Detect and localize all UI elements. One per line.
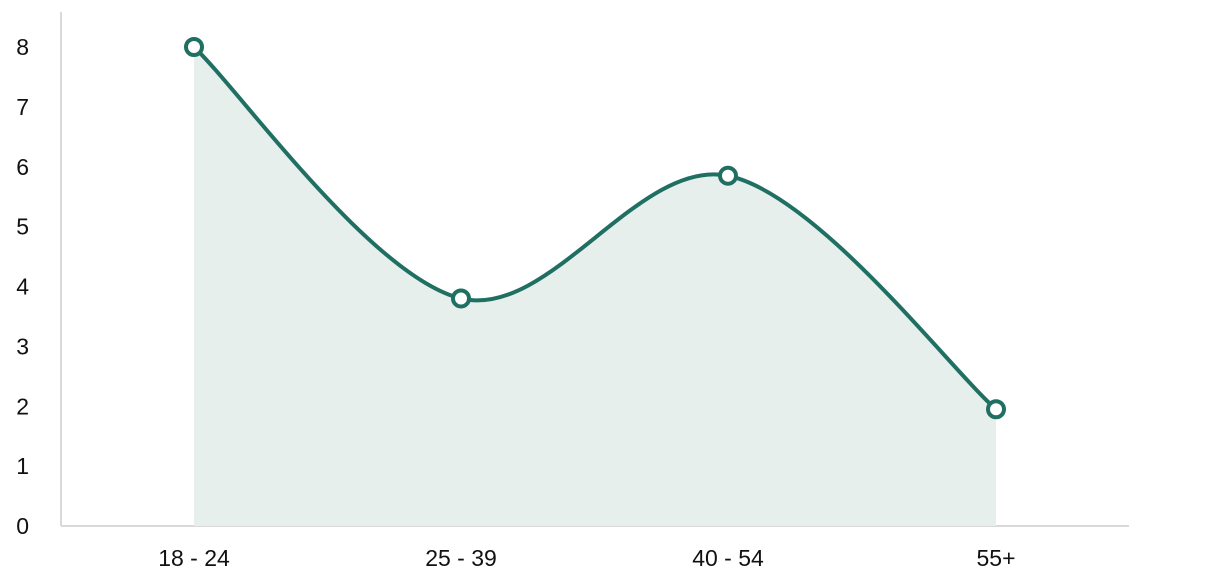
plot-area: [192, 45, 998, 526]
data-points: [184, 37, 1006, 420]
data-point-3: [718, 165, 738, 186]
data-point-4: [986, 399, 1006, 420]
y-tick-label-4: 4: [16, 274, 29, 300]
series-line: [192, 45, 998, 412]
y-tick-label-6: 6: [16, 154, 29, 180]
y-tick-label-3: 3: [16, 333, 29, 359]
data-point-2: [451, 288, 471, 309]
y-tick-label-0: 0: [16, 513, 29, 539]
y-tick-label-5: 5: [16, 214, 29, 240]
data-point-1: [184, 37, 204, 57]
series-area-fill: [194, 47, 996, 526]
y-tick-label-7: 7: [16, 94, 29, 120]
x-tick-label-3: 40 - 54: [692, 545, 764, 571]
x-tick-label-4: 55+: [976, 545, 1015, 571]
x-tick-labels: 18 - 24 25 - 39 40 - 54 55+: [158, 545, 1015, 571]
y-tick-labels: 0 1 2 3 4 5 6 7 8: [16, 34, 29, 539]
y-tick-label-2: 2: [16, 393, 29, 419]
x-tick-label-2: 25 - 39: [425, 545, 497, 571]
x-tick-label-1: 18 - 24: [158, 545, 230, 571]
y-tick-label-1: 1: [16, 453, 29, 479]
y-tick-label-8: 8: [16, 34, 29, 60]
